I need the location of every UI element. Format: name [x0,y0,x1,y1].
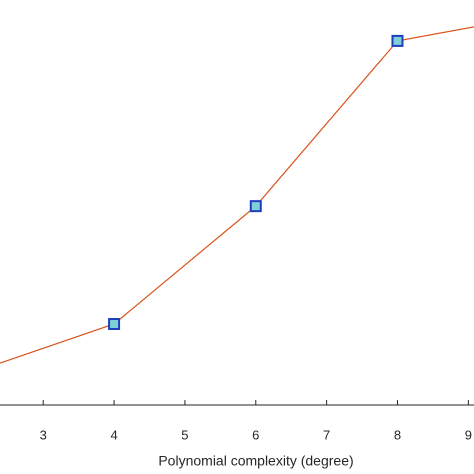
x-tick-label: 4 [110,427,117,442]
x-axis-label: Polynomial complexity (degree) [158,453,353,469]
plot-area [0,26,474,364]
x-tick-label: 9 [465,427,472,442]
x-tick-label: 5 [181,427,188,442]
x-tick-label: 7 [323,427,330,442]
data-line [0,26,474,364]
data-marker [108,318,121,330]
x-tick-label: 3 [40,427,47,442]
x-tick-label: 6 [252,427,259,442]
data-marker [249,200,262,213]
data-marker [391,34,404,47]
x-tick-label: 8 [394,427,401,442]
